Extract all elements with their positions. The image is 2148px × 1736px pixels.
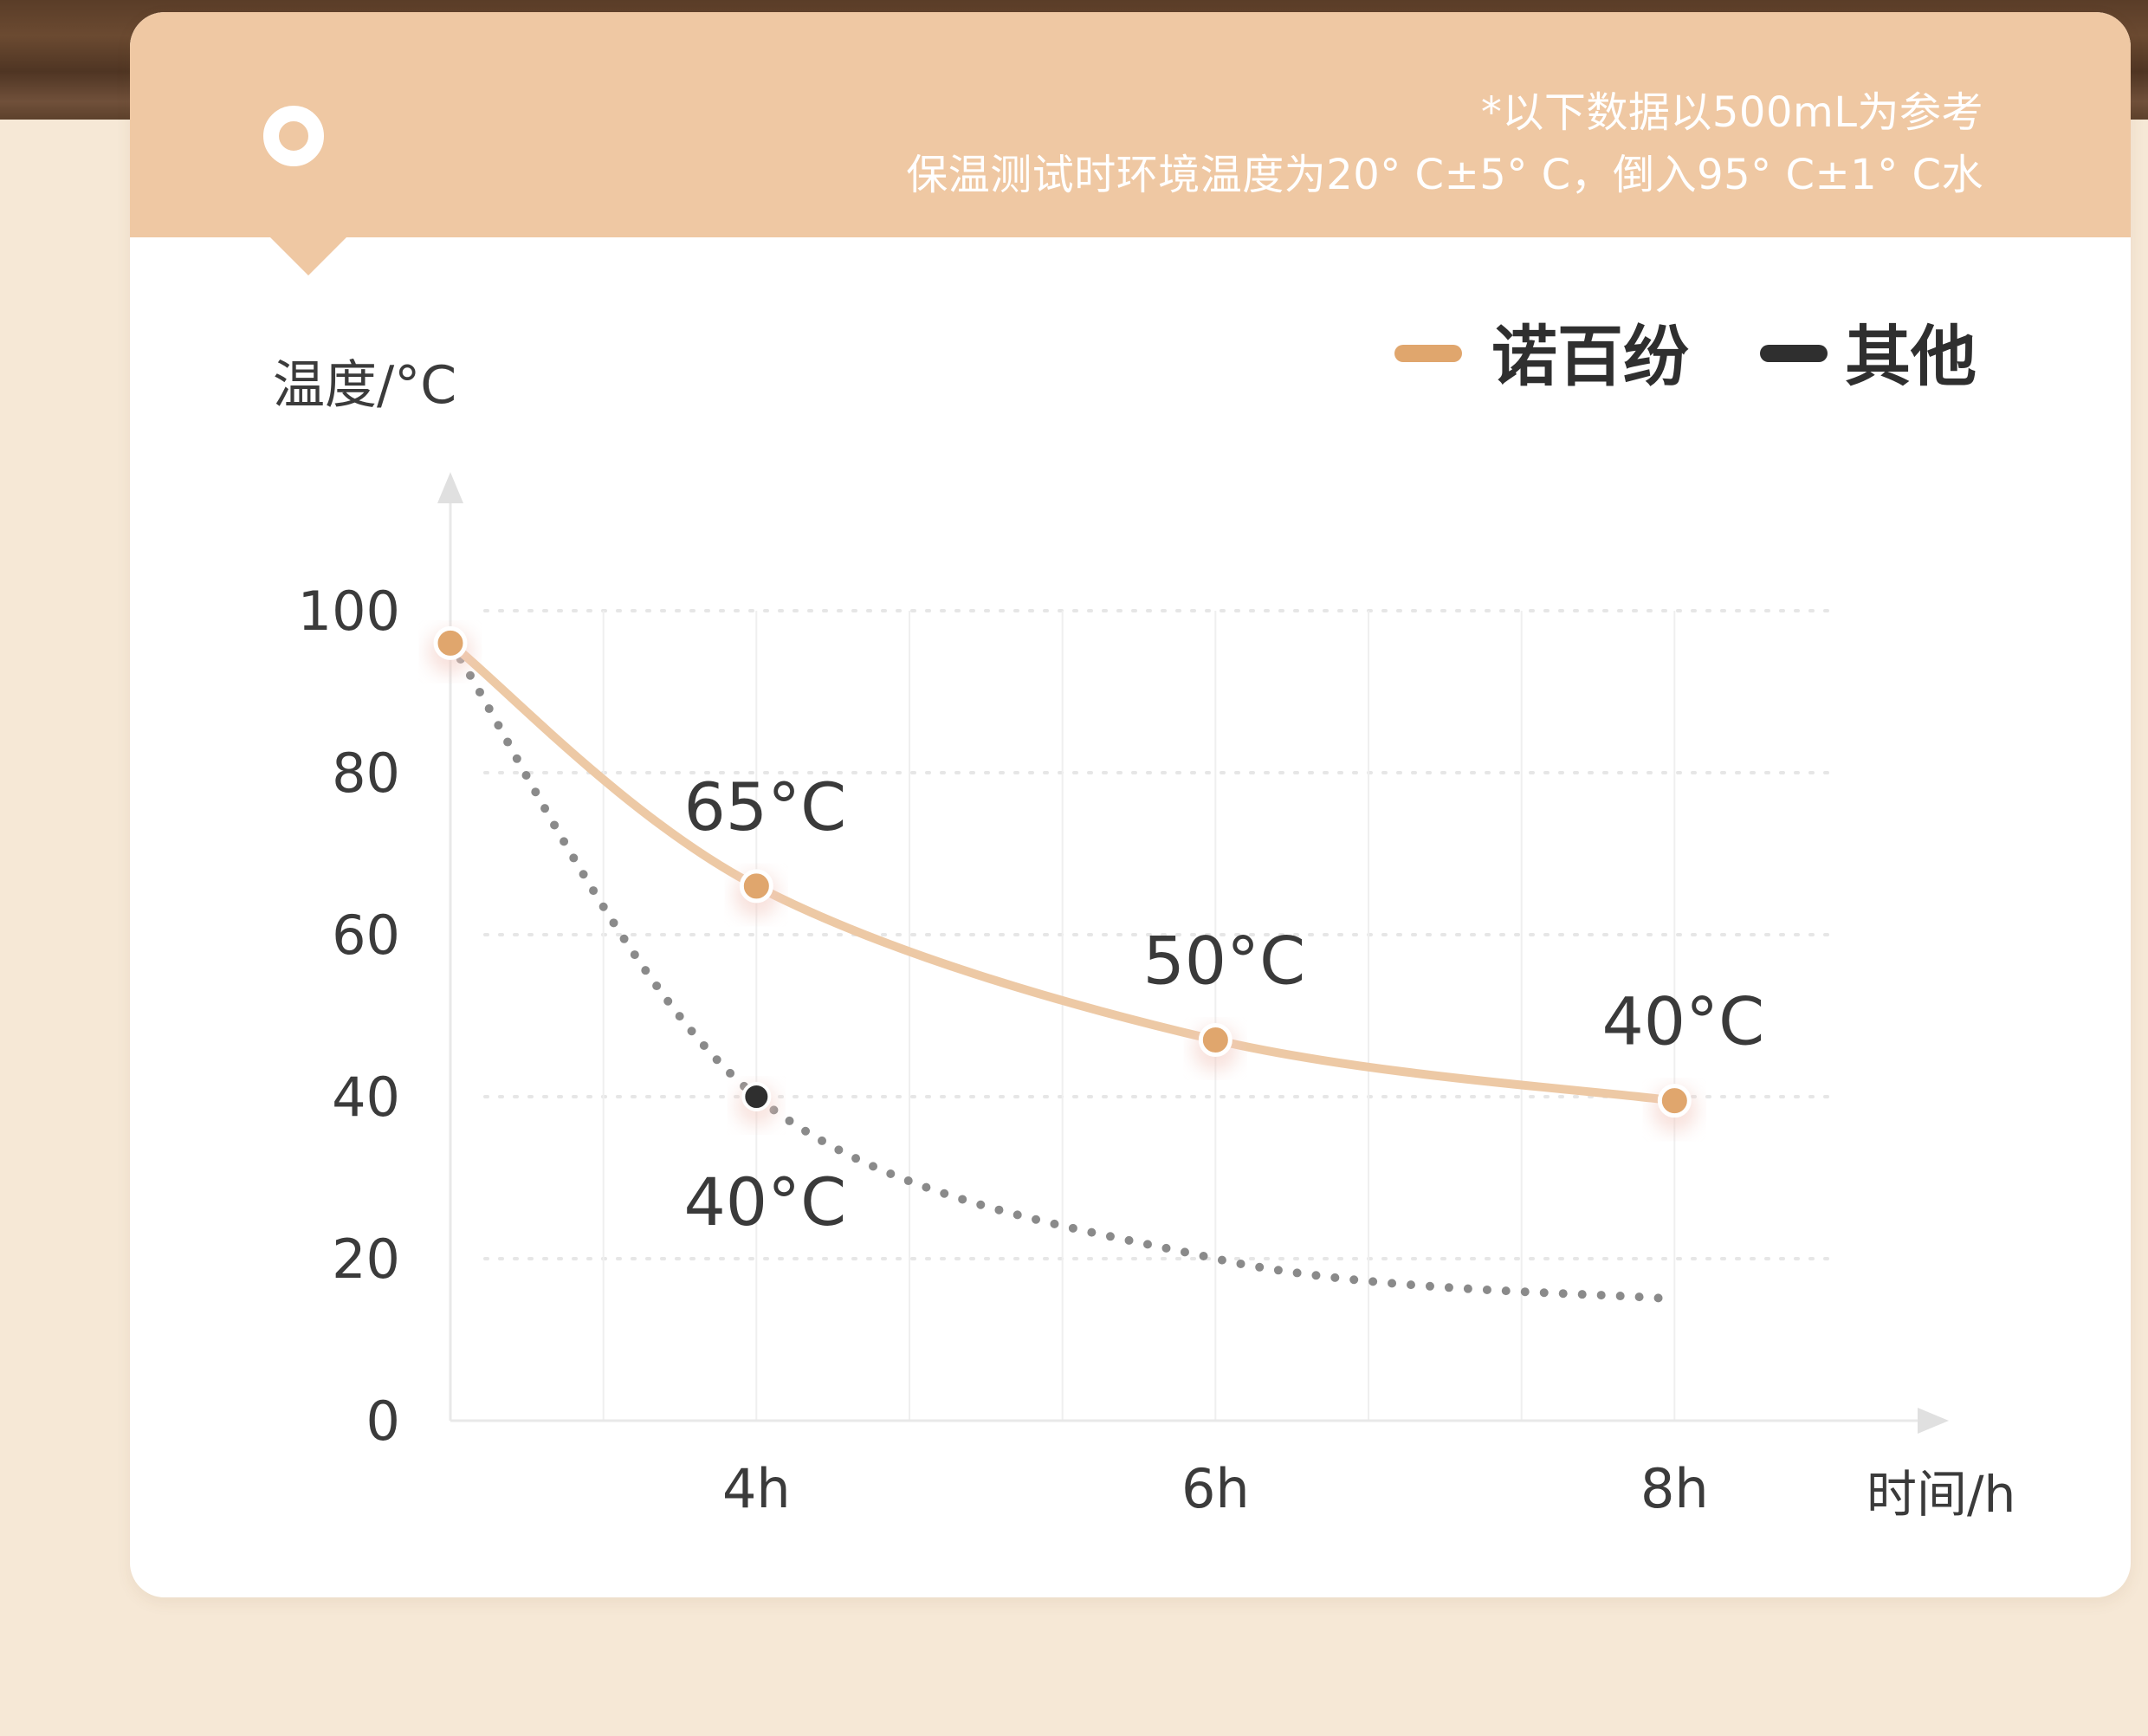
y-tick-label: 20: [332, 1228, 400, 1291]
y-tick-label: 60: [332, 904, 400, 967]
card-header: *以下数据以500mL为参考 保温测试时环境温度为20° C±5° C，倒入95…: [130, 12, 2131, 237]
x-tick-label: 6h: [1181, 1457, 1250, 1520]
chart-legend: 诺百纷 其他: [1394, 318, 1977, 395]
y-tick-label: 100: [298, 580, 400, 643]
y-tick-label: 40: [332, 1066, 400, 1129]
legend-label-other: 其他: [1845, 318, 1977, 395]
test-condition-note: 保温测试时环境温度为20° C±5° C，倒入95° C±1° C水: [906, 151, 1983, 199]
header-pointer: [268, 236, 348, 275]
x-axis-title: 时间/h: [1867, 1465, 2015, 1524]
chart-grid: [483, 609, 1829, 1421]
series-point-nuobaifen: [1198, 1023, 1233, 1058]
series-point-nuobaifen: [739, 869, 773, 904]
x-tick-label: 4h: [722, 1457, 791, 1520]
y-tick-label: 80: [332, 742, 400, 805]
series-line-nuobaifen: [446, 638, 1679, 1105]
series-point-nuobaifen: [1657, 1084, 1692, 1118]
y-axis-title: 温度/°C: [273, 355, 456, 416]
x-tick-label: 8h: [1640, 1457, 1709, 1520]
data-label-other: 40°C: [683, 1163, 846, 1240]
data-label-nuobaifen: 50°C: [1142, 923, 1305, 1000]
reference-note: *以下数据以500mL为参考: [1480, 88, 1983, 137]
series-point-nuobaifen: [433, 625, 468, 660]
chart-card: *以下数据以500mL为参考 保温测试时环境温度为20° C±5° C，倒入95…: [130, 12, 2131, 1597]
data-label-nuobaifen: 40°C: [1601, 983, 1764, 1060]
chart-labels: 0 20 40 60 80 100 4h 6h 8h 65°C 50°C 40°C 40°C: [298, 580, 1765, 1520]
data-label-nuobaifen: 65°C: [683, 768, 846, 845]
chart-series: [428, 625, 1698, 1304]
y-tick-label: 0: [366, 1389, 400, 1453]
series-point-other: [741, 1082, 772, 1111]
legend-label-nuobaifen: 诺百纷: [1491, 318, 1689, 395]
